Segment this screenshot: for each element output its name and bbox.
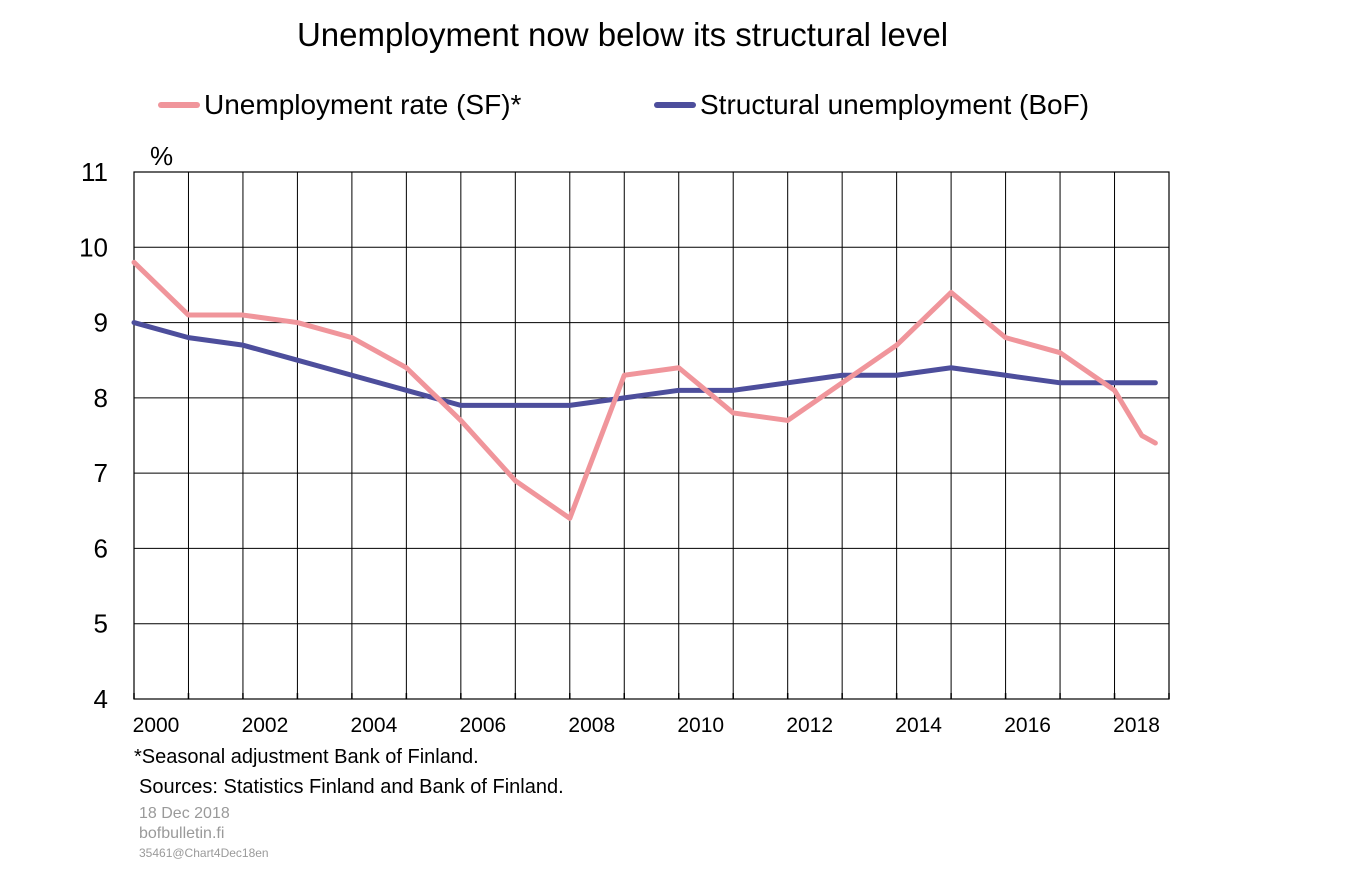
series-line-structural-unemployment	[131, 320, 1158, 408]
x-tick-label: 2016	[1004, 714, 1051, 737]
chart-code: 35461@Chart4Dec18en	[139, 846, 269, 860]
x-tick-label: 2006	[459, 714, 506, 737]
plot-area-border	[133, 171, 1170, 700]
footnote: *Seasonal adjustment Bank of Finland.	[134, 746, 479, 768]
legend-item-structural-unemployment: Structural unemployment (BoF)	[654, 89, 1089, 121]
y-tick-label: 7	[94, 458, 108, 488]
y-tick-label: 5	[94, 609, 108, 639]
y-tick-label: 8	[94, 383, 108, 413]
legend-label-unemployment-rate: Unemployment rate (SF)*	[204, 89, 522, 120]
legend-swatch-unemployment-rate	[158, 102, 200, 108]
x-tick-label: 2010	[677, 714, 724, 737]
legend-item-unemployment-rate: Unemployment rate (SF)*	[158, 89, 521, 121]
sources-note: Sources: Statistics Finland and Bank of …	[139, 776, 564, 798]
y-axis-label: %	[150, 141, 173, 171]
x-tick-label: 2000	[133, 714, 180, 737]
y-tick-label: 11	[81, 157, 108, 187]
x-tick-label: 2004	[351, 714, 398, 737]
y-tick-label: 6	[94, 533, 108, 563]
legend-swatch-structural-unemployment	[654, 102, 696, 108]
x-tick-label: 2002	[242, 714, 289, 737]
x-tick-label: 2018	[1113, 714, 1160, 737]
site-name: bofbulletin.fi	[139, 825, 225, 842]
legend-label-structural-unemployment: Structural unemployment (BoF)	[700, 89, 1090, 120]
x-tick-label: 2008	[568, 714, 615, 737]
publication-date: 18 Dec 2018	[139, 805, 230, 822]
x-tick-label: 2014	[895, 714, 942, 737]
series-line-unemployment-rate	[131, 259, 1158, 521]
chart-title: Unemployment now below its structural le…	[296, 16, 949, 53]
y-tick-label: 4	[94, 684, 108, 714]
y-tick-label: 10	[79, 232, 108, 262]
x-tick-label: 2012	[786, 714, 833, 737]
y-tick-label: 9	[94, 308, 108, 338]
